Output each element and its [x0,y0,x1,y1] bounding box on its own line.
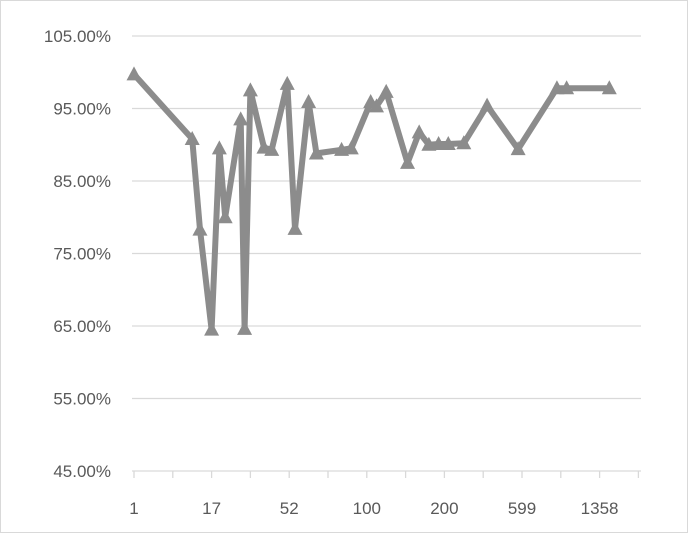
data-point-marker [233,111,249,126]
y-tick-label: 105.00% [44,27,111,46]
data-point-marker [456,135,472,150]
data-point-marker [211,140,227,155]
x-tick-label: 1358 [581,499,619,518]
data-point-marker [192,221,208,236]
data-point-marker [308,145,324,160]
series-line [131,71,613,333]
data-point-marker [559,80,575,95]
y-tick-label: 65.00% [53,317,111,336]
series [126,66,617,336]
y-axis-labels: 105.00% 95.00% 85.00% 75.00% 65.00% 55.00% 45.… [44,27,111,481]
x-axis-labels: 1 17 52 100 200 599 1358 [129,499,618,518]
x-tick-label: 52 [280,499,299,518]
data-point-marker [343,140,359,155]
data-point-marker [279,75,295,90]
x-tick-label: 100 [353,499,381,518]
data-point-marker [126,66,142,81]
data-point-marker [549,80,565,95]
data-point-marker [378,83,394,98]
data-point-marker [301,93,317,108]
data-point-marker [204,321,220,336]
data-point-marker [287,220,303,235]
x-tick-label: 17 [202,499,221,518]
data-point-marker [217,209,233,224]
data-point-marker [411,124,427,139]
data-point-marker [431,136,447,151]
data-point-marker [400,154,416,169]
x-tick-label: 1 [129,499,138,518]
x-axis [132,470,641,478]
data-point-marker [369,98,384,113]
x-tick-label: 200 [430,499,458,518]
data-point-marker [184,130,200,145]
data-point-marker [242,82,258,97]
data-point-marker [601,80,617,95]
y-tick-label: 75.00% [53,245,111,264]
data-point-marker [440,136,456,151]
y-tick-label: 45.00% [53,462,111,481]
data-point-marker [237,320,253,335]
y-tick-label: 85.00% [53,172,111,191]
y-tick-label: 95.00% [53,100,111,119]
data-point-marker [264,141,280,156]
data-point-marker [510,141,526,156]
y-tick-label: 55.00% [53,390,111,409]
data-point-marker [479,97,495,112]
x-tick-label: 599 [508,499,536,518]
